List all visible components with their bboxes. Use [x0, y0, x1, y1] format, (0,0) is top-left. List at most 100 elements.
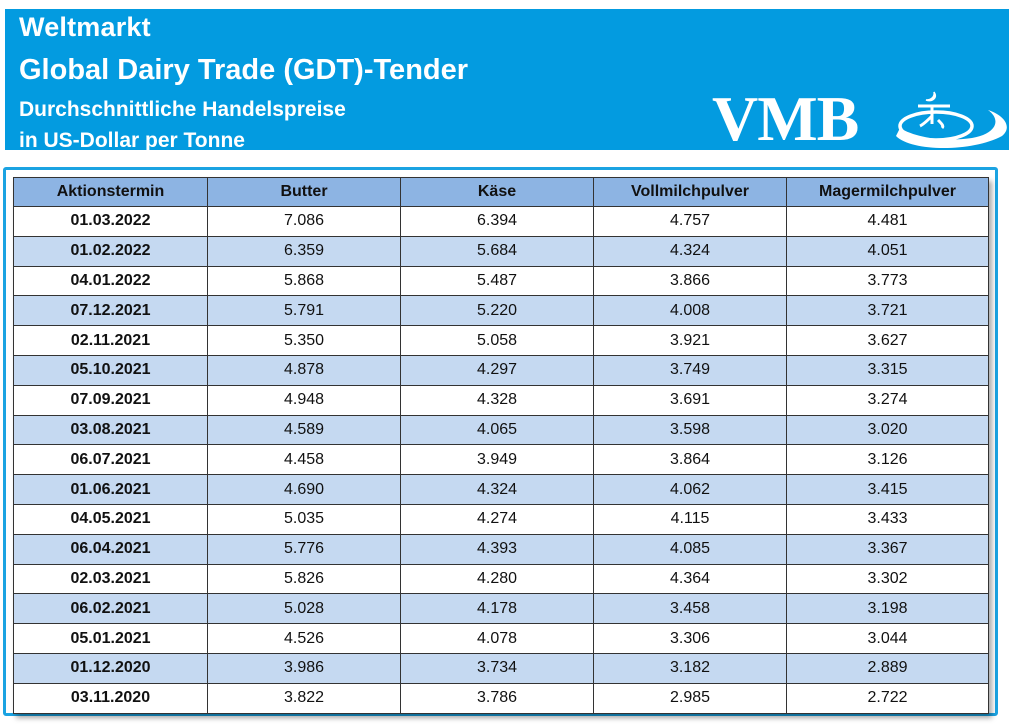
cell-vollmilchpulver: 4.364 [593, 563, 787, 595]
price-table: Aktionstermin Butter Käse Vollmilchpulve… [13, 177, 989, 714]
cell-vollmilchpulver: 4.062 [593, 474, 787, 505]
banner-title-weltmarkt: Weltmarkt [19, 12, 151, 42]
cell-butter: 5.791 [207, 295, 401, 327]
cell-vollmilchpulver: 3.749 [593, 354, 787, 386]
cell-date: 01.12.2020 [13, 652, 208, 684]
cell-butter: 5.350 [207, 325, 401, 356]
header-banner: Weltmarkt Global Dairy Trade (GDT)-Tende… [5, 9, 1009, 150]
cell-magermilchpulver: 4.481 [786, 206, 989, 237]
cell-magermilchpulver: 4.051 [786, 235, 989, 267]
cell-magermilchpulver: 3.302 [786, 563, 989, 595]
table-row: 01.02.2022 6.359 5.684 4.324 4.051 [13, 235, 989, 267]
cell-date: 02.03.2021 [13, 563, 208, 595]
table-row: 01.06.2021 4.690 4.324 4.062 3.415 [13, 474, 989, 505]
cell-magermilchpulver: 3.044 [786, 623, 989, 654]
table-header-row: Aktionstermin Butter Käse Vollmilchpulve… [13, 177, 989, 207]
cell-date: 07.12.2021 [13, 295, 208, 327]
cell-kaese: 3.786 [400, 682, 594, 714]
cell-date: 01.03.2022 [13, 206, 208, 237]
cell-butter: 4.526 [207, 623, 401, 654]
table-row: 03.11.2020 3.822 3.786 2.985 2.722 [13, 682, 989, 714]
cell-magermilchpulver: 2.889 [786, 652, 989, 684]
cell-kaese: 5.487 [400, 265, 594, 297]
cell-magermilchpulver: 3.415 [786, 474, 989, 505]
cell-vollmilchpulver: 4.115 [593, 503, 787, 535]
cell-kaese: 4.328 [400, 384, 594, 416]
cell-kaese: 4.178 [400, 593, 594, 625]
cell-magermilchpulver: 3.721 [786, 295, 989, 327]
cell-butter: 5.035 [207, 503, 401, 535]
banner-subtitle: Durchschnittliche Handelspreise [19, 98, 346, 121]
cell-vollmilchpulver: 2.985 [593, 682, 787, 714]
column-header-kaese: Käse [400, 177, 594, 207]
cell-kaese: 5.220 [400, 295, 594, 327]
cell-butter: 5.826 [207, 563, 401, 595]
table-row: 01.12.2020 3.986 3.734 3.182 2.889 [13, 652, 989, 684]
cell-butter: 6.359 [207, 235, 401, 267]
cell-butter: 3.822 [207, 682, 401, 714]
cell-date: 02.11.2021 [13, 325, 208, 356]
cell-butter: 5.868 [207, 265, 401, 297]
cell-kaese: 4.324 [400, 474, 594, 505]
cell-butter: 4.690 [207, 474, 401, 505]
cell-vollmilchpulver: 3.866 [593, 265, 787, 297]
table-row: 06.04.2021 5.776 4.393 4.085 3.367 [13, 533, 989, 565]
column-header-magermilchpulver: Magermilchpulver [786, 177, 989, 207]
column-header-vollmilchpulver: Vollmilchpulver [593, 177, 787, 207]
cell-date: 01.02.2022 [13, 235, 208, 267]
cell-vollmilchpulver: 3.598 [593, 414, 787, 446]
table-row: 03.08.2021 4.589 4.065 3.598 3.020 [13, 414, 989, 446]
table-row: 02.11.2021 5.350 5.058 3.921 3.627 [13, 325, 989, 356]
cell-vollmilchpulver: 4.757 [593, 206, 787, 237]
table-row: 04.05.2021 5.035 4.274 4.115 3.433 [13, 503, 989, 535]
table-row: 07.12.2021 5.791 5.220 4.008 3.721 [13, 295, 989, 327]
cell-date: 05.10.2021 [13, 354, 208, 386]
table-row: 07.09.2021 4.948 4.328 3.691 3.274 [13, 384, 989, 416]
cell-magermilchpulver: 3.020 [786, 414, 989, 446]
cell-kaese: 4.078 [400, 623, 594, 654]
cell-kaese: 5.684 [400, 235, 594, 267]
cell-date: 04.05.2021 [13, 503, 208, 535]
table-row: 04.01.2022 5.868 5.487 3.866 3.773 [13, 265, 989, 297]
cell-magermilchpulver: 3.274 [786, 384, 989, 416]
cell-kaese: 4.280 [400, 563, 594, 595]
table-row: 05.10.2021 4.878 4.297 3.749 3.315 [13, 354, 989, 386]
cell-butter: 4.589 [207, 414, 401, 446]
cell-magermilchpulver: 3.367 [786, 533, 989, 565]
cell-magermilchpulver: 3.126 [786, 444, 989, 476]
table-row: 05.01.2021 4.526 4.078 3.306 3.044 [13, 623, 989, 654]
cell-butter: 4.878 [207, 354, 401, 386]
cell-butter: 7.086 [207, 206, 401, 237]
cell-date: 06.04.2021 [13, 533, 208, 565]
cell-date: 06.07.2021 [13, 444, 208, 476]
cell-date: 03.08.2021 [13, 414, 208, 446]
vmb-swirl-logo-icon [896, 91, 1007, 148]
vmb-logo: VMB [712, 84, 1007, 154]
cell-kaese: 5.058 [400, 325, 594, 356]
cell-magermilchpulver: 3.773 [786, 265, 989, 297]
cell-date: 01.06.2021 [13, 474, 208, 505]
banner-unit: in US-Dollar per Tonne [19, 129, 245, 150]
cell-kaese: 3.734 [400, 652, 594, 684]
cell-vollmilchpulver: 4.085 [593, 533, 787, 565]
column-header-butter: Butter [207, 177, 401, 207]
cell-date: 07.09.2021 [13, 384, 208, 416]
vmb-logo-text: VMB [712, 83, 859, 154]
cell-magermilchpulver: 3.315 [786, 354, 989, 386]
cell-date: 03.11.2020 [13, 682, 208, 714]
cell-vollmilchpulver: 3.921 [593, 325, 787, 356]
cell-date: 05.01.2021 [13, 623, 208, 654]
table-row: 02.03.2021 5.826 4.280 4.364 3.302 [13, 563, 989, 595]
cell-kaese: 3.949 [400, 444, 594, 476]
cell-butter: 3.986 [207, 652, 401, 684]
table-row: 01.03.2022 7.086 6.394 4.757 4.481 [13, 206, 989, 237]
table-row: 06.02.2021 5.028 4.178 3.458 3.198 [13, 593, 989, 625]
cell-kaese: 4.393 [400, 533, 594, 565]
cell-date: 06.02.2021 [13, 593, 208, 625]
cell-butter: 4.458 [207, 444, 401, 476]
banner-title-gdt: Global Dairy Trade (GDT)-Tender [19, 54, 469, 86]
cell-date: 04.01.2022 [13, 265, 208, 297]
cell-butter: 5.028 [207, 593, 401, 625]
cell-vollmilchpulver: 4.324 [593, 235, 787, 267]
cell-vollmilchpulver: 3.458 [593, 593, 787, 625]
